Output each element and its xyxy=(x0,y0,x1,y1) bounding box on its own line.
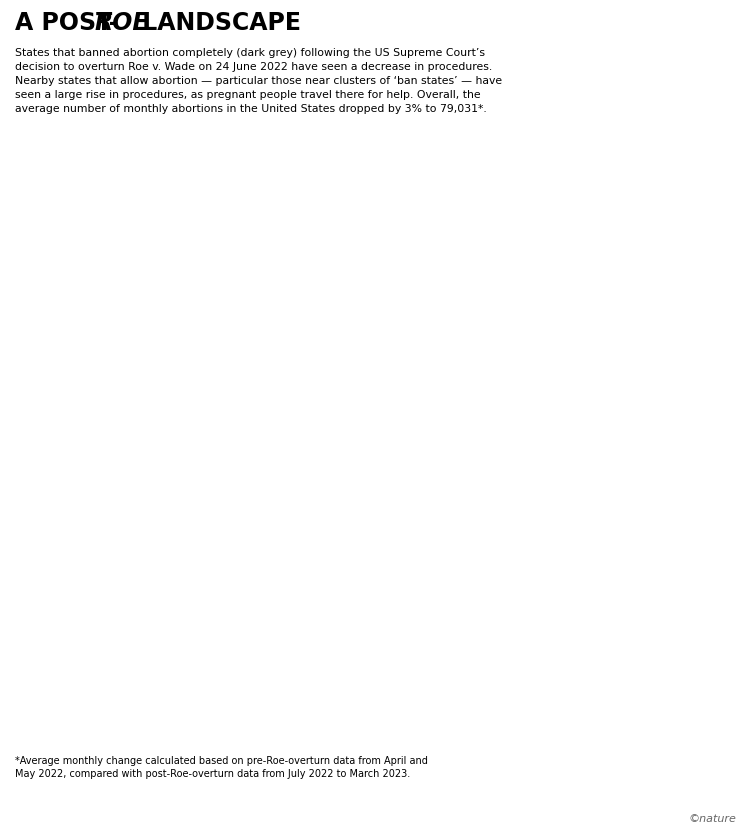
Text: *Average monthly change calculated based on pre-Roe-overturn data from April and: *Average monthly change calculated based… xyxy=(15,756,428,779)
Text: ©nature: ©nature xyxy=(688,814,736,824)
Text: A POST-: A POST- xyxy=(15,11,119,35)
Text: States that banned abortion completely (dark grey) following the US Supreme Cour: States that banned abortion completely (… xyxy=(15,48,502,115)
Text: LANDSCAPE: LANDSCAPE xyxy=(134,11,301,35)
Text: ROE: ROE xyxy=(95,11,149,35)
